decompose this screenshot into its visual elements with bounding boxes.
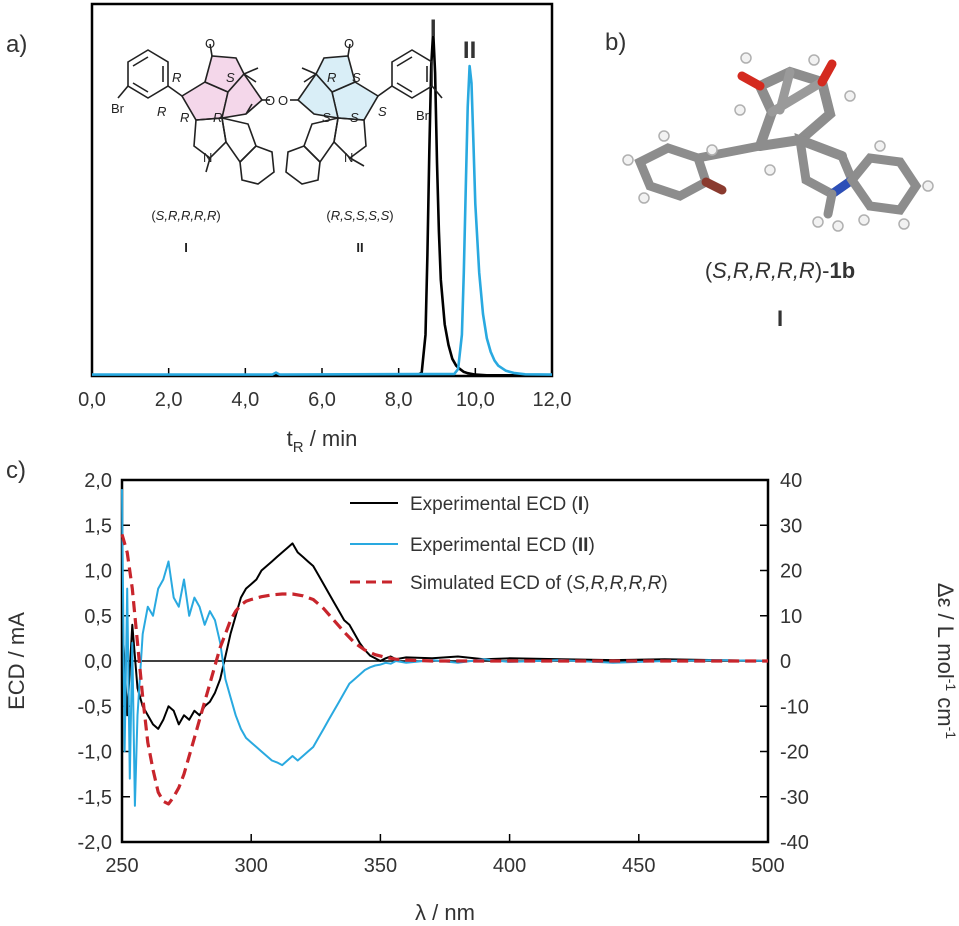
ecd-y2-tick-label: 40: [780, 470, 802, 492]
structure-I-br: Br: [111, 101, 125, 116]
structure-I-stereo-2: S: [226, 70, 235, 85]
ecd-y2-tick-label: -10: [780, 696, 809, 718]
legend-sim: Simulated ECD of (S,R,R,R,R): [410, 573, 668, 594]
ecd-x-tick-label: 400: [493, 855, 526, 877]
ecd-series: [120, 489, 769, 807]
structure-I-label: I: [184, 240, 188, 255]
ecd-y-tick-label: -0,5: [78, 696, 112, 718]
ecd-x-tick-label: 450: [622, 855, 655, 877]
chromatogram-series-1: [91, 30, 552, 377]
structure-II-config: (R,S,S,S,S): [326, 208, 393, 223]
chromatogram-x-tick-label: 0,0: [78, 389, 106, 411]
ecd-series-2: [121, 489, 769, 807]
structure-I-stereo-4: R: [180, 110, 189, 125]
ecd-y-tick-label: 1,0: [84, 561, 112, 583]
ecd-y2-tick-label: 0: [780, 651, 791, 673]
legend-exp1: Experimental ECD (I): [410, 494, 590, 515]
chromatogram-x-tick-label: 6,0: [308, 389, 336, 411]
chromatogram-series-2: [92, 64, 553, 376]
chromatogram-x-tick-label: 8,0: [385, 389, 413, 411]
structure-II-stereo-4: S: [322, 110, 331, 125]
structure-I-stereo-1: R: [172, 70, 181, 85]
ecd-y-tick-label: -1,0: [78, 742, 112, 764]
structure-II-stereo-5: S: [350, 110, 359, 125]
chromatogram-x-tick-label: 12,0: [533, 389, 572, 411]
ecd-y2-tick-label: 30: [780, 515, 802, 537]
molecular-model: (S,R,R,R,R)-1b I: [622, 52, 934, 331]
structure-I-n: N: [203, 150, 212, 165]
ecd-x-tick-label: 350: [364, 855, 397, 877]
ecd-y-tick-label: -2,0: [78, 832, 112, 854]
structure-II-stereo-2: S: [352, 70, 361, 85]
ecd-y-tick-label: -1,5: [78, 787, 112, 809]
ecd-x-tick-label: 250: [105, 855, 138, 877]
ecd-series-3: [120, 533, 768, 806]
structure-II-stereo-1: R: [327, 70, 336, 85]
ecd-y2-axis-label: Δε / L mol-1 cm-1: [933, 583, 959, 739]
ecd-legend: Experimental ECD (I) Experimental ECD (I…: [350, 494, 668, 594]
structure-I-stereo-3: R: [157, 104, 166, 119]
ecd-y-tick-label: 0,5: [84, 606, 112, 628]
ecd-y-tick-label: 1,5: [84, 515, 112, 537]
ecd-chart: 250 300 350 400 450 5002,01,51,00,50,0-0,5-1,…: [4, 470, 959, 925]
ecd-x-axis-label: λ / nm: [415, 900, 475, 925]
structure-I: Br O O N R S R R R (S,R,R,R,R) I: [111, 36, 275, 255]
chromatogram-series: [91, 30, 553, 377]
chromatogram-chart: 0,0 2,0 4,0 6,0 8,0 10,0 12,0 III tR / min: [78, 2, 571, 456]
ecd-x-tick-label: 500: [751, 855, 784, 877]
ecd-y2-tick-label: 20: [780, 561, 802, 583]
panel-a-label: a): [6, 31, 27, 58]
structure-II: Br O O N R S S S S (R,S,S,S,S) II: [278, 36, 443, 255]
chromatogram-x-tick-label: 10,0: [456, 389, 495, 411]
ecd-y2-tick-label: -40: [780, 832, 809, 854]
ecd-y2-tick-label: -20: [780, 742, 809, 764]
chromatogram-x-tick-label: 4,0: [231, 389, 259, 411]
model-caption: (S,R,R,R,R)-1b: [705, 258, 855, 283]
structure-II-o2: O: [278, 93, 288, 108]
chromatogram-x-axis-label: tR / min: [287, 426, 358, 456]
structure-II-o1: O: [344, 36, 354, 51]
chromatogram-peak-label-2: II: [463, 37, 476, 64]
structure-II-label: II: [356, 240, 363, 255]
structure-II-stereo-3: S: [378, 104, 387, 119]
structure-II-n: N: [344, 150, 353, 165]
chromatogram-x-ticks: 0,0 2,0 4,0 6,0 8,0 10,0 12,0: [78, 368, 571, 411]
structure-I-config: (S,R,R,R,R): [151, 208, 220, 223]
ecd-y2-tick-label: 10: [780, 606, 802, 628]
panel-c-label: c): [6, 457, 26, 484]
ecd-y2-tick-label: -30: [780, 787, 809, 809]
structure-I-stereo-5: R: [213, 110, 222, 125]
model-label: I: [777, 306, 783, 331]
structure-I-o1: O: [205, 36, 215, 51]
ecd-y-tick-label: 0,0: [84, 651, 112, 673]
structure-I-o2: O: [265, 93, 275, 108]
structure-II-br: Br: [416, 108, 430, 123]
ecd-y-tick-label: 2,0: [84, 470, 112, 492]
ecd-y-axis-label: ECD / mA: [4, 612, 29, 710]
panel-b-label: b): [605, 29, 626, 56]
ecd-x-tick-label: 300: [235, 855, 268, 877]
ecd-ticks: 250 300 350 400 450 5002,01,51,00,50,0-0,5-1,…: [78, 470, 809, 877]
chromatogram-peak-labels: III: [430, 15, 476, 64]
legend-exp2: Experimental ECD (II): [410, 535, 595, 556]
chromatogram-peak-label-1: I: [430, 15, 437, 42]
chromatogram-x-tick-label: 2,0: [155, 389, 183, 411]
